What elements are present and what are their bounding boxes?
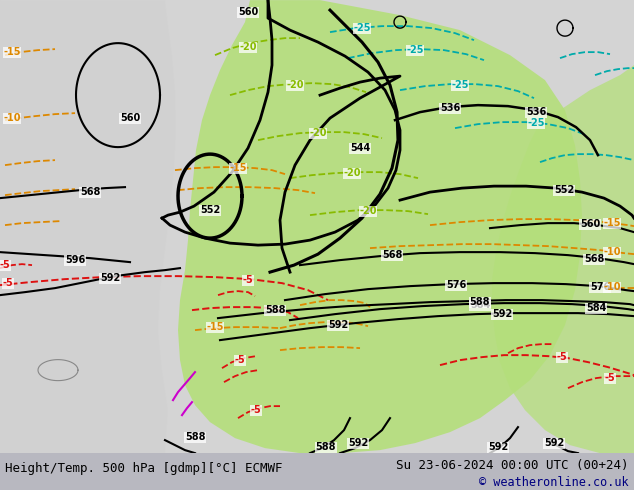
Text: 592: 592 [328,320,348,330]
Text: -20: -20 [309,128,327,138]
Polygon shape [0,0,176,453]
Polygon shape [178,0,582,453]
Text: © weatheronline.co.uk: © weatheronline.co.uk [479,476,629,489]
Text: 592: 592 [348,438,368,448]
Text: 588: 588 [316,442,336,452]
Text: 560: 560 [580,219,600,229]
Text: -20: -20 [359,206,377,216]
Text: -5: -5 [605,373,616,383]
Text: 568: 568 [382,250,402,260]
Text: -25: -25 [353,23,371,33]
Text: 588: 588 [184,432,205,442]
Text: Su 23-06-2024 00:00 UTC (00+24): Su 23-06-2024 00:00 UTC (00+24) [396,459,629,472]
Text: -25: -25 [527,118,545,128]
Text: -15: -15 [603,218,621,228]
Text: 592: 592 [488,442,508,452]
Text: -5: -5 [3,278,13,288]
Text: -25: -25 [451,80,469,90]
Text: -20: -20 [239,42,257,52]
Text: 592: 592 [100,273,120,283]
Text: 588: 588 [265,305,285,315]
Text: -5: -5 [235,355,245,365]
Text: -15: -15 [206,322,224,332]
Text: -15: -15 [230,163,247,173]
Text: Height/Temp. 500 hPa [gdmp][°C] ECMWF: Height/Temp. 500 hPa [gdmp][°C] ECMWF [5,462,283,475]
Text: 544: 544 [350,143,370,153]
Text: -5: -5 [243,275,254,285]
Text: -5: -5 [0,260,10,270]
Text: -15: -15 [3,47,21,57]
Text: -25: -25 [406,45,424,55]
Text: 560: 560 [120,113,140,123]
Text: 584: 584 [586,303,606,313]
Text: -10: -10 [603,247,621,257]
Text: 576: 576 [446,280,466,290]
Text: -5: -5 [250,405,261,415]
Text: -5: -5 [557,352,567,362]
Text: 536: 536 [440,103,460,113]
Text: 592: 592 [544,438,564,448]
Text: 552: 552 [200,205,220,215]
Text: -10: -10 [603,282,621,292]
Text: 568: 568 [584,254,604,264]
Text: 588: 588 [470,297,490,307]
Polygon shape [492,65,634,453]
Text: -20: -20 [286,80,304,90]
Text: 536: 536 [526,107,546,117]
Text: 560: 560 [238,7,258,17]
Text: 596: 596 [65,255,85,265]
Text: -10: -10 [3,113,21,123]
Text: -20: -20 [343,168,361,178]
Text: 576: 576 [590,282,610,292]
Text: 568: 568 [80,187,100,197]
Text: 552: 552 [554,185,574,195]
Text: 584: 584 [470,300,490,310]
Text: 592: 592 [492,309,512,319]
